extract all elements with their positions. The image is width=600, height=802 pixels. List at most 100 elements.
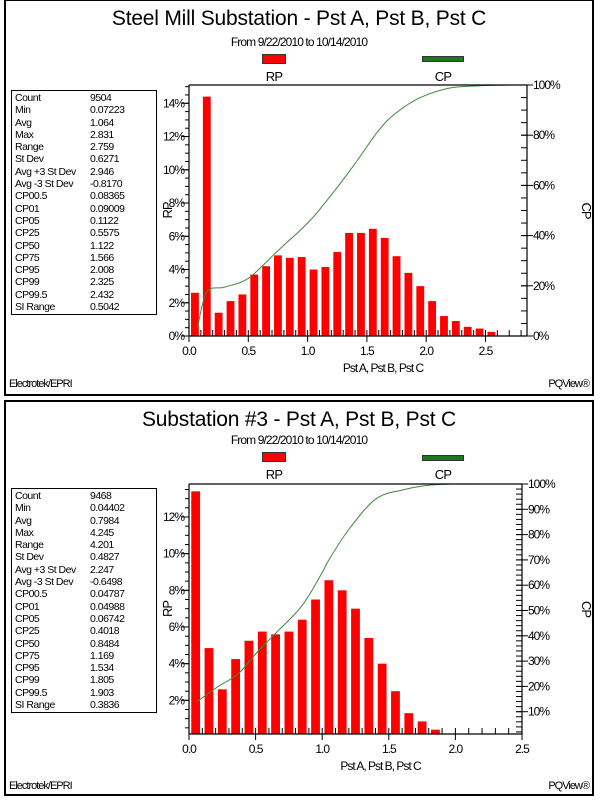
y-axis-title: RP: [160, 601, 175, 617]
rp-bar: [417, 721, 427, 734]
rp-bar: [217, 689, 227, 734]
y-tick-label: 2%: [169, 296, 186, 310]
stat-row: Max 2.831: [15, 129, 156, 141]
footer-left-credit: Electrotek/EPRI: [9, 378, 73, 390]
rp-bar: [368, 228, 377, 336]
stat-value: 1.805: [90, 674, 114, 687]
stat-label: CP05: [15, 214, 40, 227]
stat-label: Min: [15, 502, 31, 515]
stat-value: 2.008: [90, 264, 114, 277]
rp-bar: [191, 491, 201, 734]
stat-label: CP05: [15, 612, 40, 625]
stat-row: CP05 0.06742: [15, 613, 156, 625]
stat-value: 0.04402: [90, 502, 125, 515]
stat-label: CP50: [15, 239, 40, 252]
stat-value: 1.122: [90, 239, 114, 252]
stat-label: CP75: [15, 649, 40, 662]
rp-bar: [250, 274, 259, 336]
chart-title: Steel Mill Substation - Pst A, Pst B, Ps…: [111, 7, 487, 30]
y2-tick-label: 40%: [533, 229, 555, 243]
rp-bar: [463, 326, 472, 336]
y-tick-label: 4%: [169, 263, 186, 277]
rp-bar: [297, 257, 306, 336]
rp-bar: [404, 713, 414, 734]
rp-bar: [311, 599, 320, 734]
stat-row: CP25 0.5575: [15, 227, 156, 239]
y2-axis-title: CP: [579, 202, 594, 218]
y-tick-label: 0%: [169, 329, 186, 343]
x-tick-label: 2.0: [419, 344, 434, 358]
rp-bar: [333, 252, 342, 336]
stat-label: Avg +3 St Dev: [15, 563, 76, 576]
stat-label: CP99.5: [15, 288, 48, 301]
rp-bar: [238, 294, 247, 336]
stat-value: 9468: [90, 490, 112, 502]
stat-label: SI Range: [15, 699, 55, 712]
footer-right-credit: PQView®: [548, 378, 590, 390]
stat-label: CP01: [15, 600, 40, 613]
y2-tick-label: 60%: [528, 578, 550, 592]
statistics-table: Count 9468 Min 0.04402 Avg 0.7984 Max 4.245 Rang…: [11, 488, 157, 714]
rp-bar: [214, 312, 223, 336]
stat-row: Min 0.04402: [15, 502, 156, 514]
stat-value: 0.4018: [90, 625, 120, 638]
rp-bar: [204, 648, 214, 734]
x-axis-title: Pst A, Pst B, Pst C: [343, 361, 425, 375]
rp-bar: [475, 328, 484, 336]
stat-row: CP95 1.534: [15, 662, 156, 674]
stat-row: CP01 0.04988: [15, 601, 156, 613]
x-tick-label: 2.5: [479, 344, 494, 358]
rp-bar: [285, 257, 294, 336]
rp-bar: [428, 301, 437, 336]
rp-bar: [404, 272, 413, 336]
chart-2: 0.0 0.5 1.0 1.5 2.0 2.5 2% 4% 6% 8% 10% 12% 10% 20% 30…: [160, 477, 594, 773]
rp-bar: [451, 321, 460, 336]
rp-bar: [297, 619, 307, 734]
y2-tick-label: 10%: [528, 705, 550, 719]
stat-row: SI Range 0.3836: [15, 699, 156, 711]
stat-value: 1.534: [90, 662, 114, 675]
y-tick-label: 2%: [169, 693, 186, 707]
stat-row: CP95 2.008: [15, 264, 156, 276]
stat-row: CP99 1.805: [15, 674, 156, 686]
stat-value: 0.3836: [90, 699, 120, 712]
cp-line: [196, 84, 525, 329]
stat-value: -0.6498: [90, 576, 123, 589]
rp-bar: [392, 256, 401, 336]
stat-row: Range 2.759: [15, 141, 156, 153]
rp-bar: [357, 232, 365, 336]
stat-row: CP75 1.169: [15, 650, 156, 662]
stat-value: 2.831: [90, 128, 114, 141]
stat-value: 0.8484: [90, 637, 120, 650]
stat-value: 0.4827: [90, 551, 120, 564]
rp-bar: [351, 608, 360, 734]
stat-label: Avg -3 St Dev: [15, 576, 74, 589]
rp-bar: [364, 638, 374, 734]
chart-title: Substation #3 - Pst A, Pst B, Pst C: [142, 408, 456, 431]
stat-value: 0.06742: [90, 612, 125, 625]
stat-label: SI Range: [15, 301, 55, 314]
stat-label: CP75: [15, 251, 40, 264]
legend-cp-swatch: [422, 455, 464, 461]
rp-bar: [416, 286, 425, 336]
stat-value: 0.08365: [90, 190, 125, 203]
rp-bar: [391, 691, 400, 734]
legend-rp-swatch: [262, 54, 286, 64]
rp-bar: [231, 659, 241, 734]
x-tick-label: 0.5: [249, 742, 264, 756]
stat-value: 4.201: [90, 539, 114, 552]
legend-cp-swatch: [422, 56, 464, 62]
stat-row: CP75 1.566: [15, 252, 156, 264]
stat-label: CP00.5: [15, 190, 48, 203]
chart-subtitle: From 9/22/2010 to 10/14/2010: [230, 35, 368, 49]
stat-value: 0.6271: [90, 153, 120, 166]
stat-label: Count: [15, 490, 41, 502]
stat-value: 0.04787: [90, 588, 125, 601]
y2-tick-label: 20%: [528, 679, 550, 693]
footer-left-credit: Electrotek/EPRI: [9, 780, 73, 792]
stat-row: St Dev 0.6271: [15, 153, 156, 165]
stat-label: CP01: [15, 202, 40, 215]
legend-rp-label: RP: [265, 467, 283, 482]
stat-value: 1.169: [90, 649, 114, 662]
x-tick-label: 1.5: [382, 742, 397, 756]
